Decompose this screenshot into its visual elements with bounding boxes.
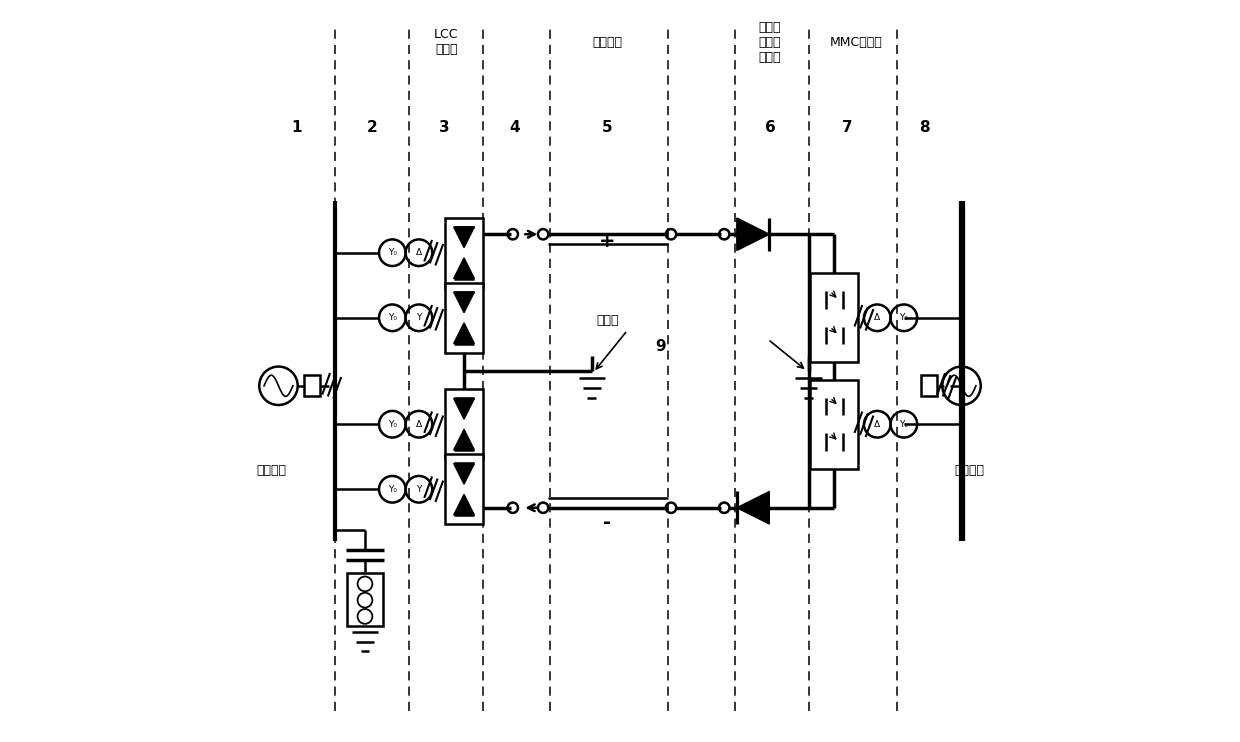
Text: Y₀: Y₀ <box>388 249 397 257</box>
Text: Δ: Δ <box>415 249 422 257</box>
Polygon shape <box>454 323 475 344</box>
Text: 5: 5 <box>603 119 613 134</box>
Text: Δ: Δ <box>874 420 880 429</box>
Text: 6: 6 <box>765 119 775 134</box>
Bar <box>445 389 484 459</box>
Text: +: + <box>599 232 616 251</box>
Text: Y₀: Y₀ <box>388 313 397 322</box>
Bar <box>811 273 858 362</box>
Text: 能源中心: 能源中心 <box>257 464 286 477</box>
Bar <box>811 380 858 469</box>
Text: 架空线路: 架空线路 <box>593 36 622 48</box>
Text: Y: Y <box>417 485 422 493</box>
Bar <box>304 375 320 396</box>
Bar <box>347 573 383 626</box>
Text: MMC逆变站: MMC逆变站 <box>830 36 883 48</box>
Text: 接地极: 接地极 <box>596 314 619 327</box>
Polygon shape <box>454 227 475 248</box>
Text: 1: 1 <box>291 119 303 134</box>
Text: Y₀: Y₀ <box>899 420 909 429</box>
Text: -: - <box>604 513 611 532</box>
Text: 4: 4 <box>510 119 521 134</box>
Text: Y: Y <box>417 313 422 322</box>
Bar <box>445 454 484 525</box>
Bar <box>445 217 484 288</box>
Text: LCC
整流站: LCC 整流站 <box>434 28 459 56</box>
Polygon shape <box>737 218 769 251</box>
Text: 2: 2 <box>367 119 378 134</box>
Bar <box>921 375 937 396</box>
Polygon shape <box>454 494 475 515</box>
Polygon shape <box>454 430 475 450</box>
Polygon shape <box>454 292 475 312</box>
Polygon shape <box>454 464 475 485</box>
Text: 8: 8 <box>919 119 930 134</box>
Text: 3: 3 <box>439 119 449 134</box>
Text: 9: 9 <box>656 339 666 354</box>
Polygon shape <box>737 491 769 524</box>
Text: Y₀: Y₀ <box>899 313 909 322</box>
Text: Y₀: Y₀ <box>388 485 397 493</box>
Polygon shape <box>454 398 475 419</box>
Text: 负荷中心: 负荷中心 <box>954 464 983 477</box>
Bar <box>445 283 484 353</box>
Text: Δ: Δ <box>415 420 422 429</box>
Text: Δ: Δ <box>874 313 880 322</box>
Text: Y₀: Y₀ <box>388 420 397 429</box>
Text: 7: 7 <box>842 119 853 134</box>
Polygon shape <box>454 257 475 278</box>
Text: 单向导
通的二
极管阀: 单向导 通的二 极管阀 <box>759 21 781 64</box>
